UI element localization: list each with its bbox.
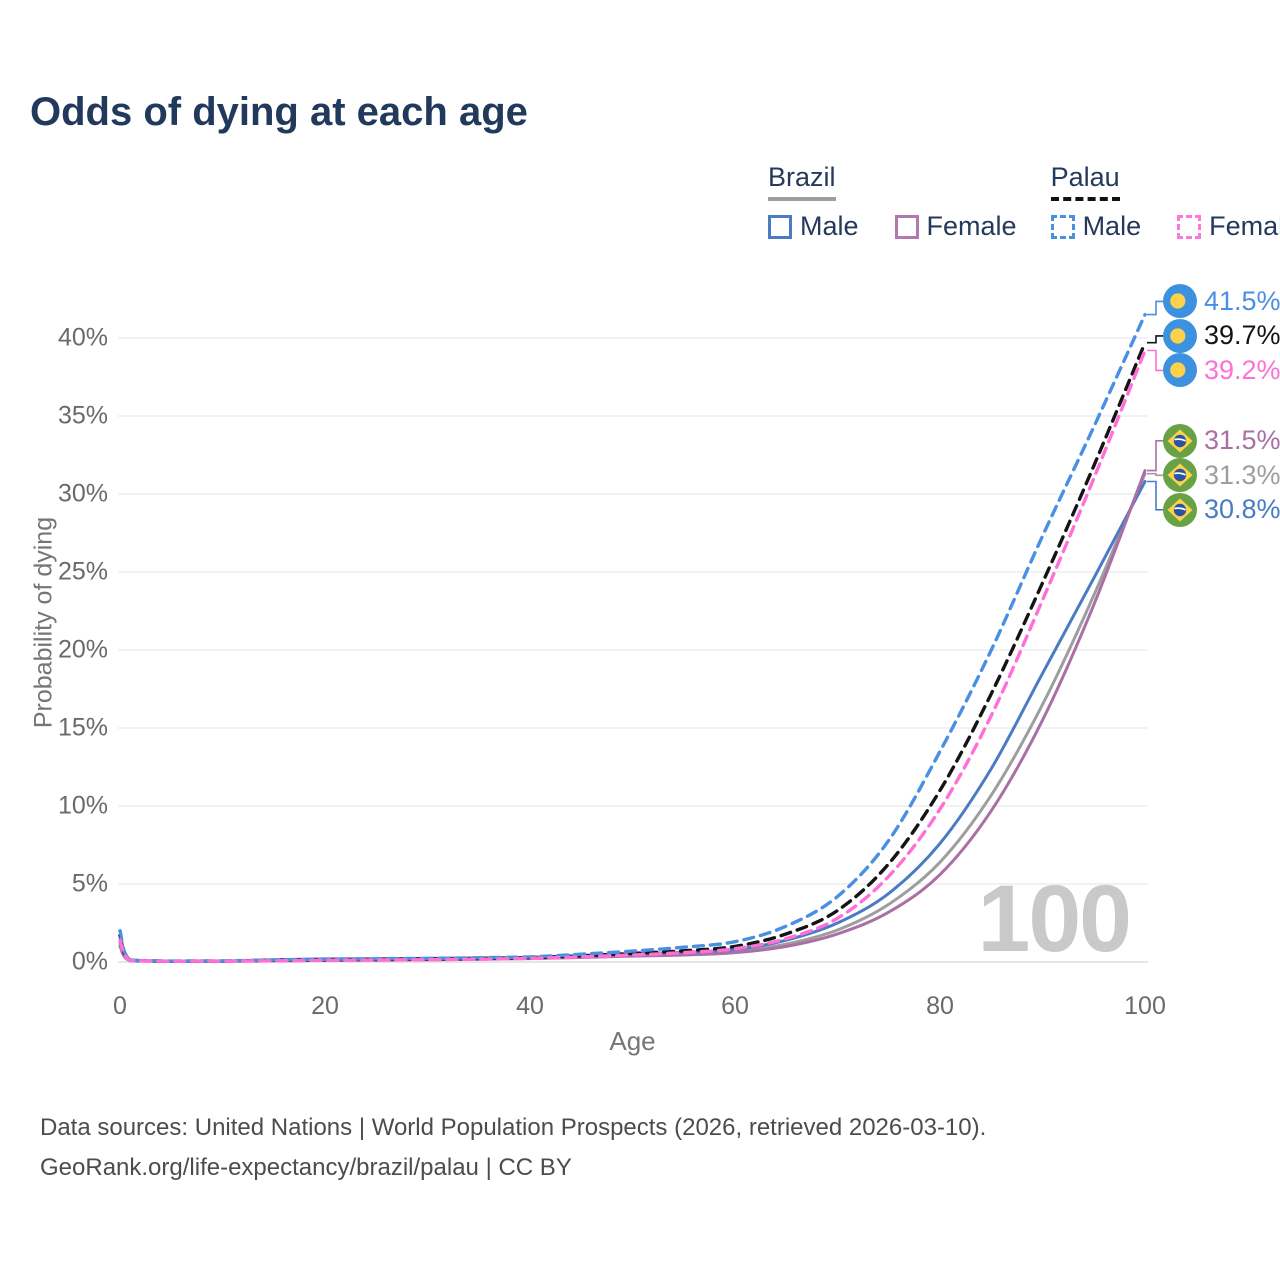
legend-swatch-palau-male[interactable] [1050, 214, 1075, 239]
end-label-brazil-female: 31.5% [1163, 423, 1280, 458]
end-label-connector [1147, 472, 1164, 477]
legend-country-label[interactable]: Brazil [768, 162, 836, 192]
palau-flag-icon [1163, 318, 1197, 353]
legend-underline-dashed [1050, 197, 1120, 201]
legend: Brazil Male Female Palau [768, 162, 1280, 242]
y-tick-label: 40% [57, 323, 108, 352]
end-label-value: 31.3% [1204, 459, 1280, 490]
y-tick-label: 20% [57, 635, 108, 664]
end-label-value: 31.5% [1204, 425, 1280, 456]
footer: Data sources: United Nations | World Pop… [40, 1108, 986, 1189]
end-label-brazil-male: 30.8% [1163, 492, 1280, 527]
end-label-palau-male: 41.5% [1163, 284, 1280, 319]
end-label-connector [1147, 349, 1164, 372]
legend-items-palau: Male Female [1050, 211, 1280, 242]
end-label-value: 30.8% [1204, 494, 1280, 525]
series-line-palau-female[interactable] [118, 348, 1147, 964]
brazil-flag-icon [1163, 492, 1197, 527]
legend-country-label[interactable]: Palau [1050, 162, 1120, 192]
end-label-brazil: 31.3% [1163, 458, 1280, 493]
x-tick-label: 60 [721, 992, 749, 1020]
legend-items-brazil: Male Female [768, 211, 1017, 242]
end-label-palau-female: 39.2% [1163, 353, 1280, 388]
legend-item-label[interactable]: Female [1209, 211, 1280, 241]
footer-sources: Data sources: United Nations | World Pop… [40, 1114, 987, 1141]
legend-swatch-brazil-female[interactable] [894, 214, 919, 239]
end-label-connector [1147, 440, 1164, 472]
legend-underline-solid [768, 197, 836, 201]
palau-flag-icon [1163, 284, 1197, 319]
y-tick-label: 10% [57, 791, 108, 820]
brazil-flag-icon [1163, 423, 1197, 458]
legend-group-palau: Palau Male Female [1050, 162, 1280, 242]
brazil-flag-icon [1163, 458, 1197, 493]
x-tick-label: 20 [311, 992, 339, 1020]
plot-svg [118, 300, 1164, 964]
age-watermark: 100 [977, 866, 1132, 972]
footer-attribution: GeoRank.org/life-expectancy/brazil/palau… [40, 1154, 572, 1182]
x-tick-label: 0 [113, 992, 127, 1020]
legend-item-label[interactable]: Female [926, 211, 1017, 241]
y-tick-label: 5% [71, 869, 108, 898]
legend-country-brazil[interactable]: Brazil [768, 162, 836, 201]
end-label-connector [1147, 300, 1164, 316]
end-label-connector [1147, 335, 1164, 344]
legend-item-brazil-female[interactable]: Female [894, 211, 1017, 242]
x-tick-label: 80 [926, 992, 954, 1020]
y-tick-label: 15% [57, 713, 108, 742]
legend-item-brazil-male[interactable]: Male [768, 211, 859, 242]
y-tick-label: 35% [57, 401, 108, 430]
y-tick-label: 25% [57, 557, 108, 586]
legend-swatch-brazil-male[interactable] [768, 214, 792, 239]
end-label-value: 39.2% [1204, 354, 1280, 385]
legend-group-brazil: Brazil Male Female [768, 162, 1017, 242]
y-tick-label: 0% [71, 947, 108, 976]
legend-swatch-palau-female[interactable] [1177, 214, 1202, 239]
y-tick-label: 30% [57, 479, 108, 508]
legend-item-palau-male[interactable]: Male [1050, 211, 1142, 242]
legend-item-label[interactable]: Male [1082, 211, 1142, 241]
palau-flag-icon [1163, 353, 1197, 388]
x-axis-title: Age [609, 1026, 656, 1056]
end-label-value: 41.5% [1204, 285, 1280, 316]
x-tick-label: 100 [1124, 992, 1166, 1020]
legend-country-palau[interactable]: Palau [1050, 162, 1120, 201]
legend-item-palau-female[interactable]: Female [1177, 211, 1280, 242]
series-line-palau-male[interactable] [118, 312, 1147, 963]
legend-item-label[interactable]: Male [800, 211, 859, 241]
end-label-value: 39.7% [1204, 320, 1280, 351]
end-label-palau: 39.7% [1163, 318, 1280, 353]
x-tick-label: 40 [516, 992, 544, 1020]
end-label-connector [1147, 480, 1164, 511]
series-line-brazil-male[interactable] [118, 480, 1147, 963]
chart-title: Odds of dying at each age [30, 90, 528, 134]
